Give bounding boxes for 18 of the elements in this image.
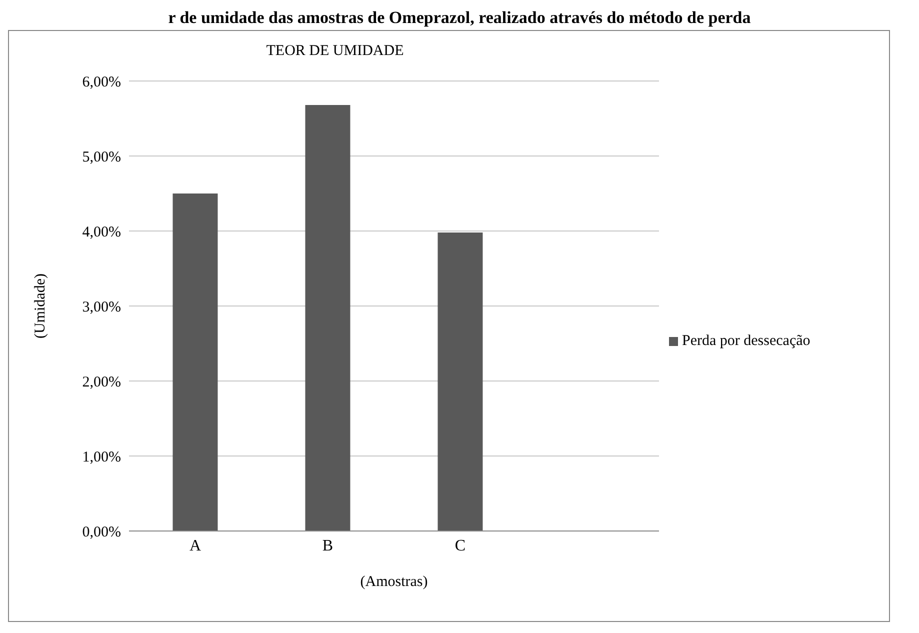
y-tick-label: 6,00%: [82, 74, 121, 90]
bar: [438, 232, 483, 531]
bar: [172, 194, 218, 531]
y-tick-label: 1,00%: [82, 449, 121, 466]
y-tick-label: 5,00%: [82, 149, 121, 166]
y-tick-label: 3,00%: [82, 299, 121, 316]
x-tick-label: B: [322, 537, 334, 554]
x-tick-label: A: [189, 537, 202, 554]
chart-title: TEOR DE UMIDADE: [265, 43, 405, 60]
x-tick-label: C: [454, 537, 466, 554]
x-axis-title: (Amostras): [360, 574, 428, 590]
legend-label: Perda por dessecação: [682, 332, 810, 348]
y-tick-label: 0,00%: [82, 524, 121, 540]
y-tick-label: 4,00%: [82, 224, 121, 240]
bar: [305, 105, 350, 531]
y-tick-label: 2,00%: [82, 374, 121, 390]
y-axis-title: (Umidade): [32, 274, 48, 338]
chart-subtitle: r de umidade das amostras de Omeprazol, realizado através do método de perda: [167, 8, 752, 29]
